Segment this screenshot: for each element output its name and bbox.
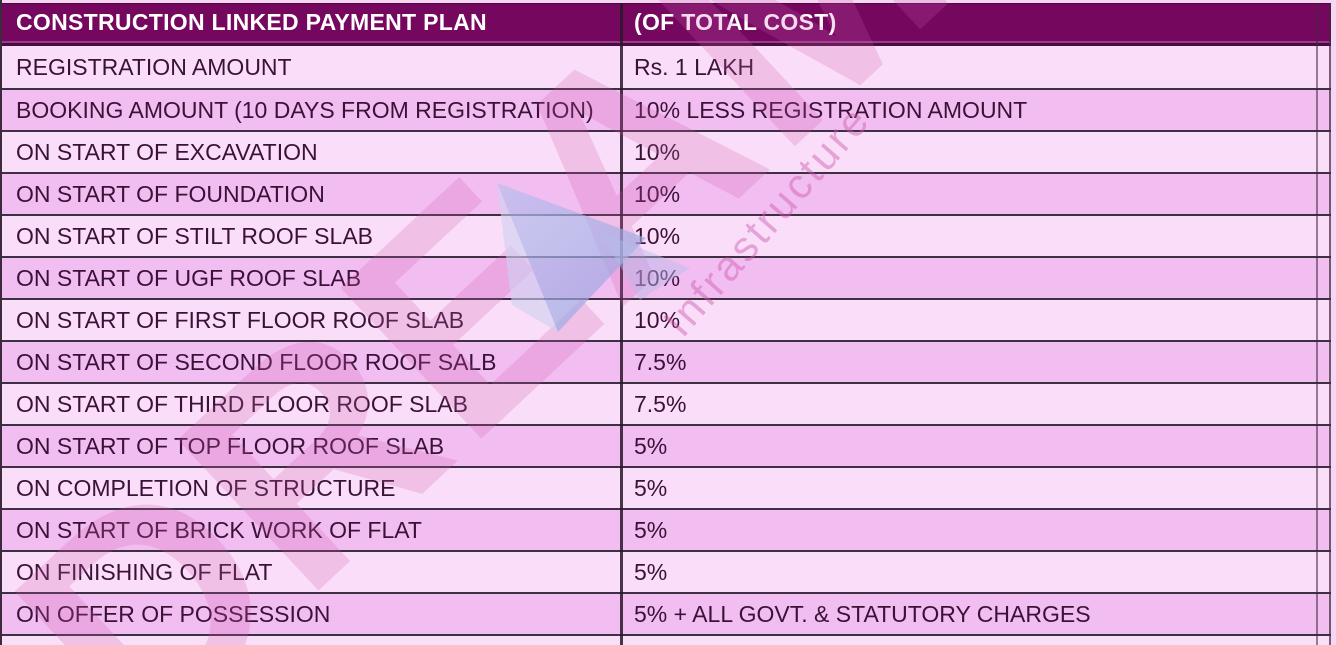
right-sliver-divider [1316,3,1318,645]
milestone-cell: REGISTRATION AMOUNT [16,53,292,80]
top-edge-strip [2,0,1331,3]
table-row: ON START OF STILT ROOF SLAB 10% [2,214,1331,256]
milestone-cell: ON START OF FIRST FLOOR ROOF SLAB [16,306,465,333]
cut-off-row [2,634,1331,645]
table-row: REGISTRATION AMOUNT Rs. 1 LAKH [2,46,1331,88]
table-row: ON START OF THIRD FLOOR ROOF SLAB 7.5% [2,382,1331,424]
value-cell: 5% + ALL GOVT. & STATUTORY CHARGES [634,600,1091,627]
value-cell: 10% [634,180,681,207]
table-row: ON START OF TOP FLOOR ROOF SLAB 5% [2,424,1331,466]
milestone-cell: BOOKING AMOUNT (10 DAYS FROM REGISTRATIO… [16,96,594,123]
milestone-cell: ON FINISHING OF FLAT [16,558,273,585]
value-cell: 7.5% [634,390,687,417]
value-cell: 5% [634,516,668,543]
header-separator-highlight [2,41,1331,43]
table-row: ON START OF UGF ROOF SLAB 10% [2,256,1331,298]
milestone-cell: ON START OF STILT ROOF SLAB [16,222,373,249]
value-cell: 10% LESS REGISTRATION AMOUNT [634,96,1028,123]
milestone-cell: ON START OF THIRD FLOOR ROOF SLAB [16,390,468,417]
value-cell: 10% [634,264,681,291]
milestone-cell: ON START OF FOUNDATION [16,180,325,207]
table-row: ON COMPLETION OF STRUCTURE 5% [2,466,1331,508]
table-row: ON START OF BRICK WORK OF FLAT 5% [2,508,1331,550]
table-row: ON START OF EXCAVATION 10% [2,130,1331,172]
milestone-cell: ON START OF SECOND FLOOR ROOF SALB [16,348,497,375]
table-row: ON FINISHING OF FLAT 5% [2,550,1331,592]
value-cell: 10% [634,222,681,249]
value-cell: 10% [634,138,681,165]
header-cost-label: (OF TOTAL COST) [634,9,837,35]
table-row: ON OFFER OF POSSESSION 5% + ALL GOVT. & … [2,592,1331,634]
milestone-cell: ON START OF TOP FLOOR ROOF SLAB [16,432,445,459]
table-header-row: CONSTRUCTION LINKED PAYMENT PLAN (OF TOT… [2,3,1331,41]
table-row: BOOKING AMOUNT (10 DAYS FROM REGISTRATIO… [2,88,1331,130]
table-right-border [1329,3,1331,645]
milestone-cell: ON COMPLETION OF STRUCTURE [16,474,396,501]
value-cell: 5% [634,558,668,585]
column-divider [620,3,623,645]
milestone-cell: ON OFFER OF POSSESSION [16,600,331,627]
table-row: ON START OF FOUNDATION 10% [2,172,1331,214]
milestone-cell: ON START OF UGF ROOF SLAB [16,264,362,291]
table-row: ON START OF FIRST FLOOR ROOF SLAB 10% [2,298,1331,340]
milestone-cell: ON START OF BRICK WORK OF FLAT [16,516,422,543]
value-cell: 5% [634,432,668,459]
table-row: ON START OF SECOND FLOOR ROOF SALB 7.5% [2,340,1331,382]
header-plan-label: CONSTRUCTION LINKED PAYMENT PLAN [16,9,487,35]
milestone-cell: ON START OF EXCAVATION [16,138,318,165]
header-separator-dark [2,43,1331,46]
value-cell: Rs. 1 LAKH [634,53,755,80]
value-cell: 7.5% [634,348,687,375]
value-cell: 10% [634,306,681,333]
value-cell: 5% [634,474,668,501]
